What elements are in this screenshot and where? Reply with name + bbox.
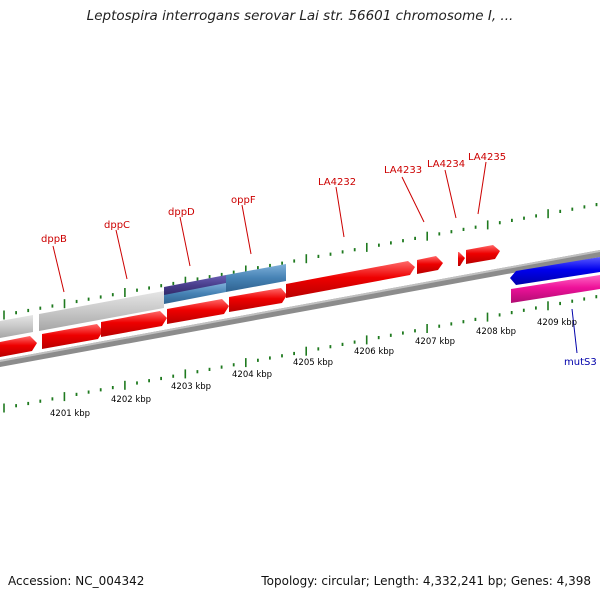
- cds-oppF: [167, 299, 229, 324]
- kbp-label-4204: 4204 kbp: [232, 370, 272, 380]
- kbp-label-4201: 4201 kbp: [50, 409, 90, 419]
- gene-label-LA4234: LA4234: [427, 159, 465, 170]
- accession-text: Accession: NC_004342: [8, 574, 145, 588]
- gene-label-dppB: dppB: [41, 234, 67, 245]
- kbp-label-4209: 4209 kbp: [537, 318, 577, 328]
- pink-feature: [511, 275, 600, 303]
- gene-label-dppC: dppC: [104, 220, 130, 231]
- kbp-label-4208: 4208 kbp: [476, 327, 516, 337]
- kbp-label-4203: 4203 kbp: [171, 382, 211, 392]
- grey-feature-1: [0, 315, 33, 338]
- backbone: [0, 250, 600, 367]
- reverse-strand-features: [510, 257, 600, 303]
- cds-LA4233: [417, 256, 443, 274]
- gene-labels: dppB dppC dppD oppF LA4232 LA4233 LA4234…: [41, 152, 597, 368]
- gene-label-LA4233: LA4233: [384, 165, 422, 176]
- kbp-label-4206: 4206 kbp: [354, 347, 394, 357]
- gene-label-LA4235: LA4235: [468, 152, 506, 163]
- forward-strand-features: [0, 245, 500, 357]
- grey-feature-2: [39, 291, 164, 331]
- kbp-label-4205: 4205 kbp: [293, 358, 333, 368]
- topology-summary: Topology: circular; Length: 4,332,241 bp…: [261, 574, 591, 588]
- cds-LA4231: [229, 288, 287, 312]
- lower-tick-ruler: [3, 295, 598, 413]
- cds-dppC: [42, 324, 103, 349]
- cds-dppB: [0, 336, 37, 357]
- map-title: Leptospira interrogans serovar Lai str. …: [86, 8, 514, 24]
- gene-label-LA4232: LA4232: [318, 177, 356, 188]
- steel-feature-2: [226, 264, 286, 292]
- steel-feature-1: [164, 283, 226, 304]
- cds-dppD: [101, 311, 167, 337]
- cds-LA4232: [286, 261, 415, 298]
- cds-LA4234: [458, 252, 465, 266]
- gene-label-dppD: dppD: [168, 207, 195, 218]
- gene-label-lines: [52, 161, 578, 354]
- kbp-label-4202: 4202 kbp: [111, 395, 151, 405]
- gene-label-mutS3: mutS3: [564, 357, 597, 368]
- cds-mutS3: [510, 257, 600, 285]
- kbp-labels: 4201 kbp 4202 kbp 4203 kbp 4204 kbp 4205…: [50, 318, 577, 419]
- kbp-label-4207: 4207 kbp: [415, 337, 455, 347]
- slate-feature: [164, 275, 226, 296]
- cds-LA4235: [466, 245, 500, 264]
- upper-tick-ruler: [3, 203, 598, 320]
- gene-label-oppF: oppF: [231, 195, 256, 206]
